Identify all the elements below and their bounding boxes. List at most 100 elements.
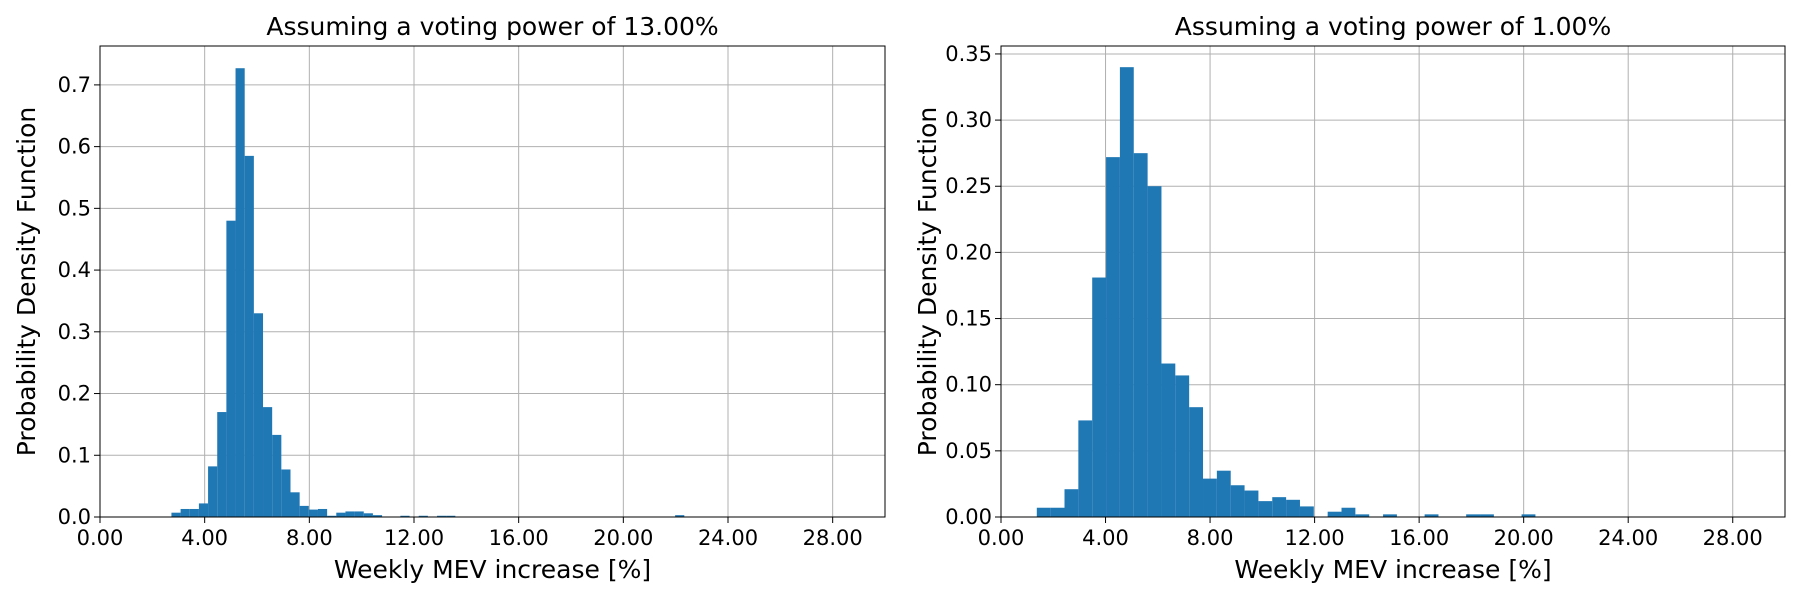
histogram-bar	[1161, 363, 1176, 517]
histogram-bar	[1119, 67, 1134, 517]
histogram-bar	[263, 407, 273, 517]
histogram-bar	[281, 469, 291, 517]
chart-title: Assuming a voting power of 1.00%	[1175, 12, 1611, 41]
x-tick-label: 4.00	[181, 526, 228, 550]
x-tick-label: 28.00	[803, 526, 863, 550]
histogram-bar	[1521, 514, 1536, 517]
histogram-bar	[1050, 507, 1065, 517]
histogram-bar	[290, 492, 300, 517]
y-tick-label: 0.25	[945, 174, 992, 198]
histogram-bar	[1424, 514, 1439, 517]
x-tick-label: 20.00	[1494, 526, 1554, 550]
histogram-bar	[226, 220, 236, 518]
histogram-bar	[317, 508, 328, 517]
histogram-bar	[171, 512, 181, 517]
histogram-bar	[308, 509, 318, 517]
histogram-bar	[1036, 507, 1051, 517]
histogram-bar	[1216, 470, 1231, 517]
x-tick-label: 24.00	[698, 526, 758, 550]
histogram-bar	[1466, 514, 1481, 517]
plot-frame	[1000, 45, 1786, 518]
x-axis-label: Weekly MEV increase [%]	[334, 555, 651, 584]
y-tick-label: 0.00	[945, 505, 992, 529]
histogram-bar	[1258, 501, 1273, 517]
bars	[171, 68, 685, 518]
histogram-bar	[1133, 153, 1148, 518]
histogram-bar	[1299, 506, 1314, 517]
histogram-bar	[272, 434, 282, 517]
y-tick-label: 0.3	[58, 320, 91, 344]
histogram-bar	[1272, 497, 1287, 517]
y-tick-label: 0.05	[945, 439, 992, 463]
histogram-bar	[1327, 511, 1342, 517]
y-tick-label: 0.6	[58, 135, 91, 159]
x-tick-label: 24.00	[1598, 526, 1658, 550]
histogram-bar	[217, 412, 227, 517]
histogram-bar	[1147, 186, 1162, 517]
histogram-bar	[336, 512, 346, 517]
histogram-bar	[1175, 375, 1190, 517]
histogram-bar	[1203, 478, 1217, 517]
histogram-bar	[1106, 157, 1120, 517]
histogram-bar	[345, 511, 355, 517]
histogram-bar	[1286, 499, 1300, 517]
histogram-bar	[327, 515, 337, 517]
histogram-bar	[418, 515, 428, 517]
y-axis-label: Probability Density Function	[913, 107, 942, 456]
plot-frame	[99, 45, 886, 518]
y-tick-label: 0.15	[945, 307, 992, 331]
histogram-bar	[208, 466, 218, 517]
histogram-bar	[400, 515, 410, 517]
x-tick-label: 28.00	[1703, 526, 1763, 550]
histogram-bar	[1341, 507, 1356, 517]
bars	[1036, 67, 1536, 518]
histogram-bar	[299, 505, 309, 517]
y-tick-label: 0.5	[58, 196, 91, 220]
y-tick-label: 0.35	[945, 42, 992, 66]
y-axis-label: Probability Density Function	[12, 107, 41, 456]
histogram-bar	[1092, 277, 1107, 517]
y-tick-label: 0.30	[945, 108, 992, 132]
y-tick-label: 0.4	[58, 258, 91, 282]
x-tick-label: 16.00	[1389, 526, 1449, 550]
histogram-bar	[180, 508, 190, 517]
x-tick-label: 16.00	[489, 526, 549, 550]
histogram-bar	[1064, 489, 1079, 517]
histogram-bar	[253, 313, 264, 517]
subplot: 0.00 4.00 8.00 12.00 16.00 20.00 24.00 28.00 0.0…	[913, 12, 1786, 584]
histogram-bar	[1189, 407, 1204, 517]
histogram-bar	[244, 155, 254, 517]
y-tick-label: 0.7	[58, 73, 91, 97]
x-tick-label: 0.00	[77, 526, 124, 550]
histogram-bar	[372, 515, 383, 517]
histogram-bar	[446, 515, 456, 517]
y-tick-label: 0.10	[945, 373, 992, 397]
histogram-bar	[189, 508, 199, 517]
y-tick-label: 0.1	[58, 443, 91, 467]
chart-title: Assuming a voting power of 13.00%	[266, 12, 718, 41]
histogram-bar	[1230, 485, 1245, 517]
histogram-bar	[1480, 514, 1494, 517]
y-tick-label: 0.0	[58, 505, 91, 529]
subplot: 0.00 4.00 8.00 12.00 16.00 20.00 24.00 28.00 0.0…	[12, 12, 886, 584]
histogram-bar	[1383, 514, 1397, 517]
x-tick-label: 4.00	[1082, 526, 1129, 550]
histogram-bar	[235, 68, 245, 517]
x-tick-label: 12.00	[384, 526, 444, 550]
x-tick-label: 20.00	[593, 526, 653, 550]
histogram-bar	[437, 515, 447, 517]
histogram-bar	[675, 515, 685, 517]
x-tick-label: 8.00	[1187, 526, 1234, 550]
histogram-bar	[1078, 420, 1093, 517]
histogram-bar	[1244, 490, 1259, 517]
histogram-bar	[198, 503, 209, 517]
y-tick-label: 0.20	[945, 240, 992, 264]
histogram-bar	[354, 511, 364, 517]
histogram-bar	[1355, 514, 1370, 517]
histogram-bar	[363, 513, 373, 517]
x-axis-label: Weekly MEV increase [%]	[1234, 555, 1551, 584]
x-tick-label: 0.00	[978, 526, 1025, 550]
x-tick-label: 12.00	[1285, 526, 1345, 550]
